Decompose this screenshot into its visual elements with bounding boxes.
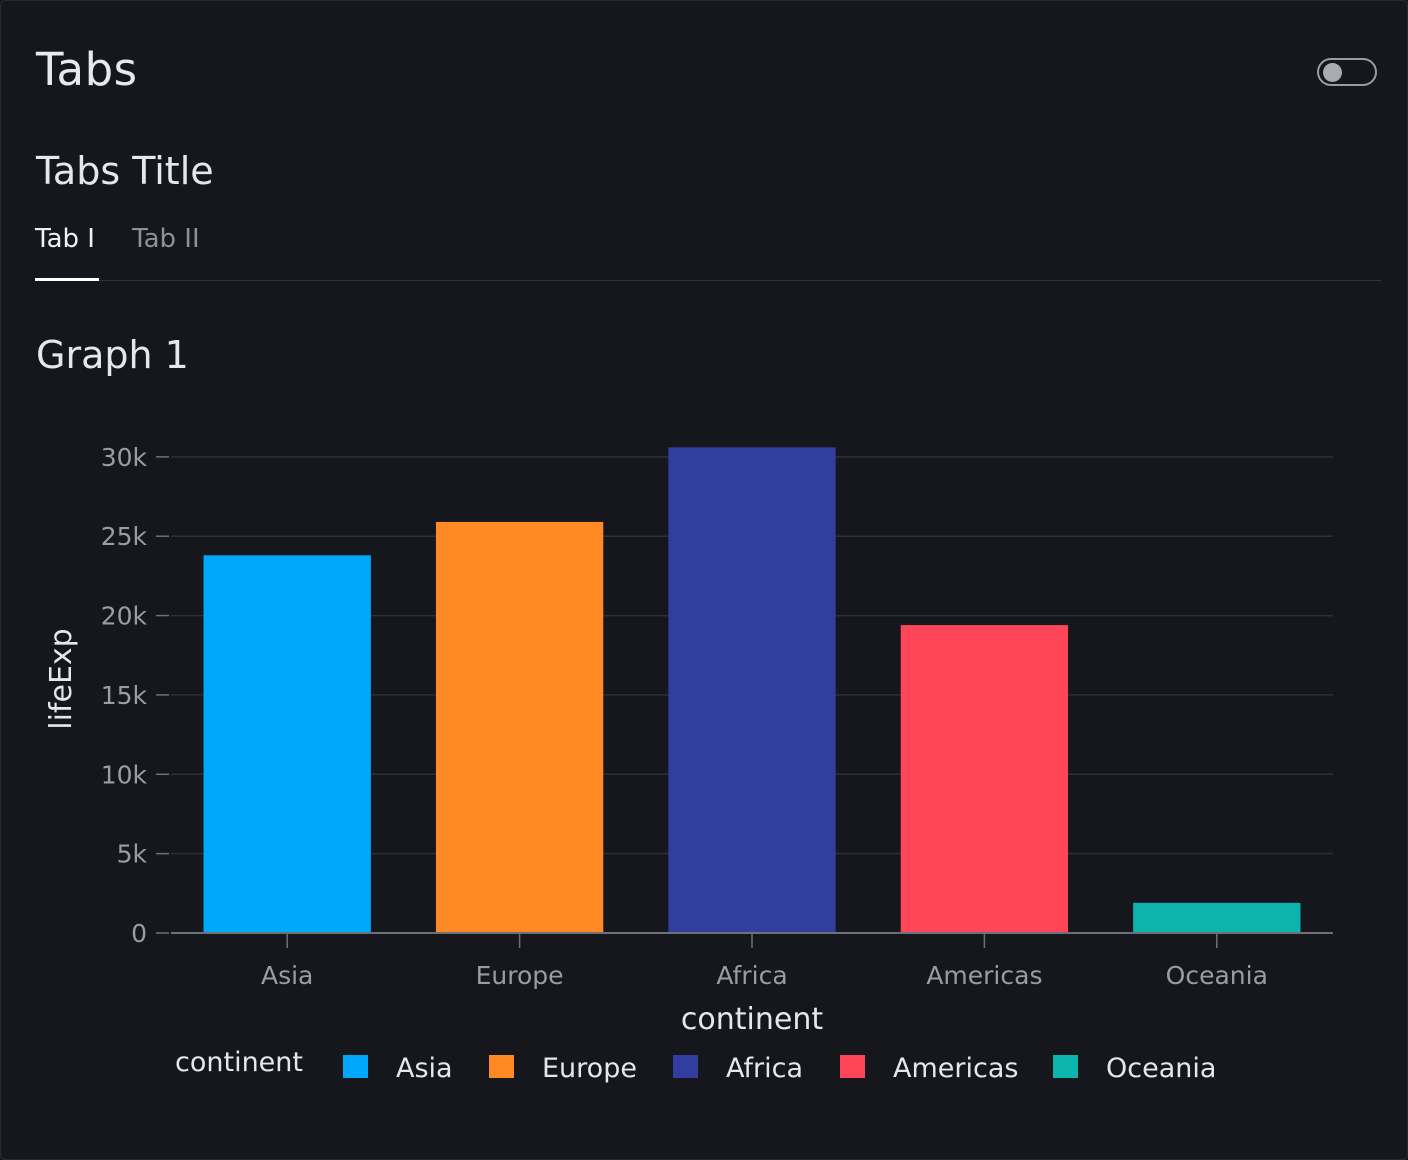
legend-swatch-americas	[840, 1055, 865, 1078]
y-tick-label: 0	[131, 919, 147, 948]
bars	[203, 447, 1301, 933]
bar-oceania	[1133, 902, 1301, 933]
legend-item-asia[interactable]: Asia	[396, 1053, 453, 1084]
active-tab-indicator	[35, 278, 99, 281]
y-tick-label: 20k	[101, 602, 148, 631]
bar-africa	[668, 447, 836, 933]
legend-item-europe[interactable]: Europe	[542, 1053, 637, 1084]
y-tick-label: 15k	[101, 681, 148, 710]
legend: continent Asia Europe Africa Americas Oceani…	[175, 1047, 1216, 1084]
x-tick-label: Oceania	[1166, 961, 1268, 990]
legend-swatch-asia	[343, 1055, 368, 1078]
legend-item-americas[interactable]: Americas	[893, 1053, 1018, 1084]
y-tick-label: 30k	[101, 443, 148, 472]
x-tick-label: Americas	[926, 961, 1042, 990]
tab-2[interactable]: Tab II	[132, 224, 200, 254]
x-tick-label: Europe	[476, 961, 564, 990]
bar-americas	[900, 625, 1069, 933]
x-axis-title: continent	[681, 1002, 823, 1037]
legend-swatch-europe	[489, 1055, 514, 1078]
graph-title: Graph 1	[36, 333, 189, 377]
y-axis-title: lifeExp	[44, 628, 79, 729]
tabs-bar: Tab I Tab II	[35, 216, 1381, 281]
y-tick-label: 25k	[101, 522, 148, 551]
bar-europe	[435, 521, 604, 933]
legend-swatch-africa	[673, 1055, 698, 1078]
x-tick-label: Asia	[261, 961, 313, 990]
x-tick-label: Africa	[716, 961, 787, 990]
legend-title: continent	[175, 1047, 303, 1078]
legend-item-africa[interactable]: Africa	[726, 1053, 803, 1084]
y-tick-label: 10k	[101, 760, 148, 789]
tab-1[interactable]: Tab I	[35, 224, 95, 254]
bar-asia	[203, 555, 371, 933]
legend-item-oceania[interactable]: Oceania	[1106, 1053, 1216, 1084]
tabs-title: Tabs Title	[36, 149, 214, 193]
legend-swatch-oceania	[1053, 1055, 1078, 1078]
theme-toggle-switch[interactable]	[1317, 58, 1377, 86]
axes: 0 5k 10k 15k 20k 25k 30k Asia Europe Africa Americ…	[101, 443, 1333, 990]
y-tick-label: 5k	[117, 840, 148, 869]
page-title: Tabs	[36, 43, 138, 96]
toggle-knob	[1323, 63, 1342, 82]
